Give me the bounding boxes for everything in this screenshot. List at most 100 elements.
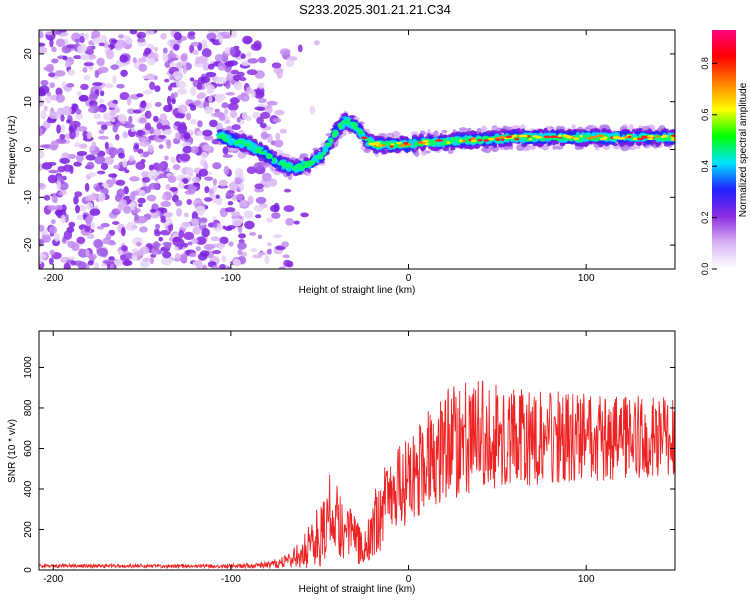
spectrogram-peak-blob bbox=[471, 137, 476, 140]
spectrogram-halo-blob bbox=[441, 129, 448, 134]
spectrogram-halo-blob bbox=[555, 146, 564, 150]
spectrogram-halo-blob bbox=[546, 126, 552, 131]
spectrogram-noise-blob bbox=[153, 115, 159, 122]
spectrogram-peak-blob bbox=[390, 143, 395, 146]
spectrogram-noise-blob bbox=[79, 32, 85, 38]
spectrogram-noise-blob bbox=[204, 176, 214, 181]
spectrogram-noise-blob bbox=[39, 144, 51, 149]
spectrogram-noise-blob bbox=[67, 68, 76, 76]
colorbar-tick-label: 0.2 bbox=[700, 211, 710, 224]
spectrogram-peak-blob bbox=[579, 134, 583, 138]
spectrogram-x-tick-label: 0 bbox=[406, 273, 412, 284]
spectrogram-noise-blob bbox=[212, 178, 218, 186]
spectrogram-noise-blob bbox=[94, 185, 102, 192]
spectrogram-noise-blob bbox=[59, 157, 71, 164]
spectrogram-noise-blob bbox=[144, 47, 152, 55]
spectrogram-noise-blob bbox=[160, 215, 166, 220]
spectrogram-noise-blob bbox=[92, 82, 103, 87]
spectrogram-noise-blob bbox=[183, 231, 195, 241]
spectrogram-noise-blob bbox=[134, 144, 140, 150]
spectrogram-noise-blob bbox=[218, 179, 228, 187]
spectrogram-peak-blob bbox=[389, 145, 394, 148]
spectrogram-noise-blob bbox=[297, 44, 303, 53]
spectrogram-noise-blob bbox=[118, 152, 125, 159]
spectrogram-noise-blob bbox=[172, 163, 181, 171]
spectrogram-marks bbox=[39, 30, 675, 269]
spectrogram-noise-blob bbox=[230, 69, 240, 75]
spectrogram-halo-blob bbox=[459, 127, 468, 132]
spectrogram-noise-blob bbox=[43, 66, 54, 72]
spectrogram-noise-blob bbox=[225, 119, 231, 124]
spectrogram-noise-blob bbox=[39, 182, 47, 190]
spectrogram-ridge-blob bbox=[297, 163, 303, 168]
spectrogram-noise-blob bbox=[89, 208, 101, 216]
spectrogram-noise-blob bbox=[249, 232, 257, 236]
spectrogram-noise-blob bbox=[218, 34, 223, 44]
spectrogram-noise-blob bbox=[49, 82, 56, 89]
spectrogram-noise-blob bbox=[108, 256, 115, 261]
spectrogram-noise-blob bbox=[191, 238, 199, 244]
spectrogram-noise-blob bbox=[55, 87, 63, 96]
spectrogram-noise-blob bbox=[61, 152, 70, 159]
spectrogram-noise-blob bbox=[92, 39, 101, 44]
spectrogram-noise-blob bbox=[233, 81, 243, 91]
snr-y-tick-label: 800 bbox=[23, 399, 34, 416]
spectrogram-ridge-blob bbox=[346, 118, 351, 124]
spectrogram-noise-blob bbox=[190, 146, 199, 154]
spectrogram-noise-blob bbox=[188, 252, 197, 258]
spectrogram-noise-blob bbox=[108, 173, 118, 178]
spectrogram-noise-blob bbox=[82, 66, 88, 73]
spectrogram-peak-blob bbox=[632, 137, 638, 141]
spectrogram-noise-blob bbox=[228, 241, 234, 247]
spectrogram-noise-blob bbox=[162, 47, 168, 55]
spectrogram-noise-blob bbox=[142, 75, 150, 80]
spectrogram-noise-blob bbox=[86, 161, 95, 170]
spectrogram-noise-blob bbox=[203, 243, 215, 251]
spectrogram-ridge-blob bbox=[225, 134, 232, 139]
spectrogram-noise-blob bbox=[62, 164, 73, 172]
spectrogram-noise-blob bbox=[300, 212, 309, 218]
spectrogram-noise-blob bbox=[102, 112, 113, 121]
spectrogram-noise-blob bbox=[264, 254, 270, 265]
spectrogram-noise-blob bbox=[169, 186, 179, 192]
spectrogram-noise-blob bbox=[39, 46, 48, 54]
spectrogram-noise-blob bbox=[200, 76, 211, 84]
spectrogram-ridge-blob bbox=[399, 135, 405, 140]
spectrogram-noise-blob bbox=[77, 204, 87, 212]
spectrogram-noise-blob bbox=[103, 156, 114, 165]
spectrogram-noise-blob bbox=[71, 242, 80, 252]
spectrogram-ridge-blob bbox=[338, 123, 343, 128]
spectrogram-peak-blob bbox=[590, 135, 598, 139]
spectrogram-noise-blob bbox=[98, 192, 106, 202]
spectrogram-noise-blob bbox=[235, 194, 244, 201]
spectrogram-noise-blob bbox=[180, 53, 188, 62]
spectrogram-peak-blob bbox=[549, 135, 558, 139]
spectrogram-noise-blob bbox=[192, 226, 201, 235]
spectrogram-halo-blob bbox=[262, 162, 271, 167]
spectrogram-ridge-blob bbox=[238, 143, 245, 149]
spectrogram-noise-blob bbox=[125, 38, 133, 45]
spectrogram-y-tick-label: 10 bbox=[23, 96, 34, 108]
spectrogram-ridge-blob bbox=[271, 157, 278, 162]
spectrogram-noise-blob bbox=[130, 127, 136, 133]
spectrogram-ridge-blob bbox=[273, 163, 279, 168]
spectrogram-ridge-blob bbox=[381, 149, 388, 155]
spectrogram-peak-blob bbox=[511, 134, 518, 138]
spectrogram-noise-blob bbox=[201, 44, 209, 49]
spectrogram-ridge-blob bbox=[238, 139, 245, 143]
spectrogram-noise-blob bbox=[225, 191, 234, 199]
spectrogram-noise-blob bbox=[138, 189, 146, 196]
spectrogram-noise-blob bbox=[215, 194, 220, 199]
spectrogram-noise-blob bbox=[79, 36, 85, 44]
spectrogram-ridge-blob bbox=[329, 139, 334, 143]
spectrogram-noise-blob bbox=[77, 261, 87, 269]
spectrogram-noise-blob bbox=[168, 103, 173, 110]
spectrogram-noise-blob bbox=[96, 121, 106, 126]
spectrogram-noise-blob bbox=[197, 55, 208, 64]
spectrogram-noise-blob bbox=[228, 181, 239, 191]
spectrogram-noise-blob bbox=[94, 155, 106, 165]
spectrogram-noise-blob bbox=[160, 201, 172, 208]
spectrogram-noise-blob bbox=[266, 248, 272, 255]
spectrogram-noise-blob bbox=[234, 177, 243, 185]
